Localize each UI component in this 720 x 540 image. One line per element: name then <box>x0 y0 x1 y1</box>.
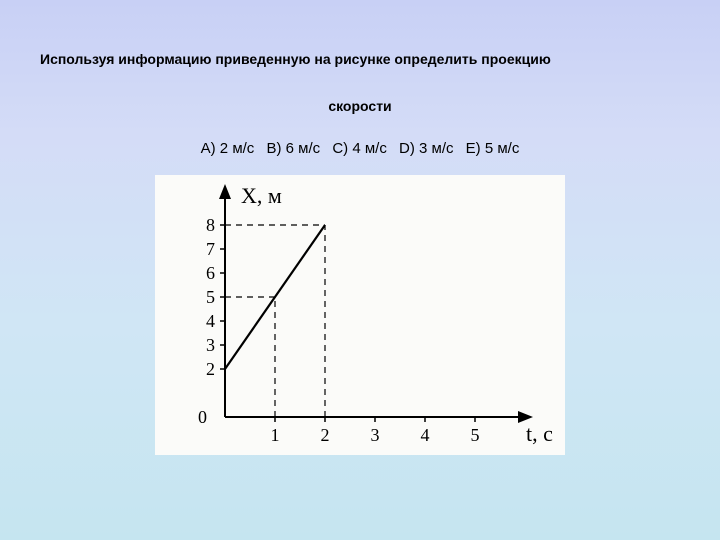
svg-text:4: 4 <box>421 425 430 445</box>
svg-text:5: 5 <box>206 287 215 307</box>
svg-text:1: 1 <box>271 425 280 445</box>
svg-text:Х, м: Х, м <box>241 183 282 208</box>
question-text-line2: скорости <box>40 98 680 114</box>
svg-text:6: 6 <box>206 263 215 283</box>
chart-svg: 0 2 3 4 5 6 7 8 1 2 3 4 5 Х, м t, с <box>155 175 565 455</box>
svg-text:3: 3 <box>206 335 215 355</box>
svg-text:3: 3 <box>371 425 380 445</box>
option-c: C) 4 м/с <box>332 140 387 157</box>
svg-text:4: 4 <box>206 311 215 331</box>
chart-container: 0 2 3 4 5 6 7 8 1 2 3 4 5 Х, м t, с <box>155 175 565 455</box>
option-e: E) 5 м/с <box>466 140 520 157</box>
svg-text:7: 7 <box>206 239 215 259</box>
svg-text:8: 8 <box>206 215 215 235</box>
answer-options: A) 2 м/с B) 6 м/с C) 4 м/с D) 3 м/с E) 5… <box>40 140 680 157</box>
option-d: D) 3 м/с <box>399 140 454 157</box>
svg-text:2: 2 <box>321 425 330 445</box>
svg-text:2: 2 <box>206 359 215 379</box>
svg-text:5: 5 <box>471 425 480 445</box>
question-text-line1: Используя информацию приведенную на рису… <box>40 50 680 70</box>
svg-text:0: 0 <box>198 407 207 427</box>
option-a: A) 2 м/с <box>201 140 255 157</box>
svg-text:t, с: t, с <box>526 421 553 446</box>
option-b: B) 6 м/с <box>266 140 320 157</box>
